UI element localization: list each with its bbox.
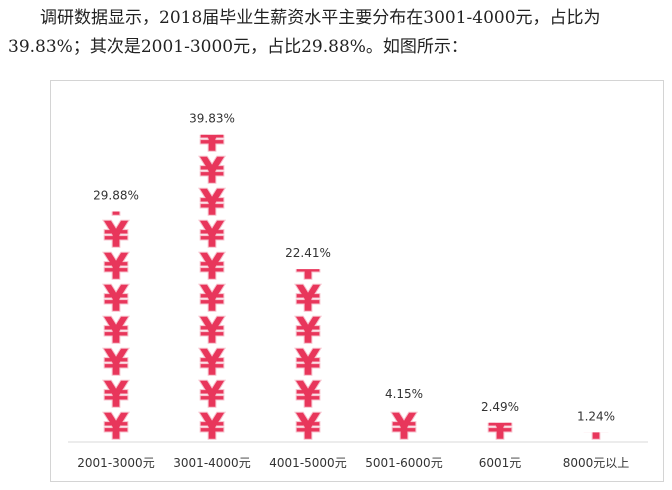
data-label: 39.83% xyxy=(189,112,235,126)
yen-icon: ¥ xyxy=(199,119,224,160)
bar-5: ¥¥ xyxy=(486,407,513,448)
category-label: 3001-4000元 xyxy=(173,456,250,470)
category-label: 4001-5000元 xyxy=(269,456,346,470)
yen-icon: ¥ xyxy=(199,151,224,192)
yen-icon: ¥ xyxy=(103,311,128,352)
yen-icon: ¥ xyxy=(295,279,320,320)
data-label: 4.15% xyxy=(385,387,423,401)
yen-icon: ¥ xyxy=(487,407,512,448)
yen-icon: ¥ xyxy=(103,343,128,384)
yen-icon: ¥ xyxy=(199,343,224,384)
data-label: 2.49% xyxy=(481,400,519,414)
yen-icon: ¥ xyxy=(295,247,320,288)
yen-icon: ¥ xyxy=(103,407,128,448)
yen-icon: ¥ xyxy=(295,375,320,416)
data-label: 29.88% xyxy=(93,188,139,202)
yen-icon: ¥ xyxy=(103,183,128,224)
yen-icon: ¥ xyxy=(103,247,128,288)
data-label: 1.24% xyxy=(577,409,615,423)
yen-icon: ¥ xyxy=(391,407,416,448)
yen-icon: ¥ xyxy=(199,279,224,320)
bar-4: ¥¥ xyxy=(390,375,417,448)
yen-icon: ¥ xyxy=(199,407,224,448)
bar-3: ¥¥¥¥¥¥¥ xyxy=(294,247,321,448)
yen-icon: ¥ xyxy=(199,183,224,224)
yen-icon: ¥ xyxy=(103,215,128,256)
yen-icon: ¥ xyxy=(391,375,416,416)
category-label: 6001元 xyxy=(479,456,522,470)
data-label: 22.41% xyxy=(285,246,331,260)
yen-icon: ¥ xyxy=(103,375,128,416)
yen-icon: ¥ xyxy=(199,311,224,352)
bar-6: ¥¥ xyxy=(582,407,609,448)
chart-frame xyxy=(50,80,664,482)
yen-icon: ¥ xyxy=(295,407,320,448)
category-label: 2001-3000元 xyxy=(77,456,154,470)
bar-2: ¥¥¥¥¥¥¥¥¥¥¥ xyxy=(198,119,225,448)
yen-icon: ¥ xyxy=(103,279,128,320)
bar-1: ¥¥¥¥¥¥¥¥¥ xyxy=(102,151,129,448)
yen-icon: ¥ xyxy=(295,343,320,384)
yen-icon: ¥ xyxy=(199,375,224,416)
category-label: 8000元以上 xyxy=(563,456,630,470)
yen-icon: ¥ xyxy=(295,311,320,352)
yen-icon: ¥ xyxy=(199,215,224,256)
category-label: 5001-6000元 xyxy=(365,456,442,470)
intro-text: 调研数据显示，2018届毕业生薪资水平主要分布在3001-4000元，占比为39… xyxy=(8,8,601,57)
yen-icon: ¥ xyxy=(583,407,608,448)
yen-icon: ¥ xyxy=(103,151,128,192)
intro-paragraph: 调研数据显示，2018届毕业生薪资水平主要分布在3001-4000元，占比为39… xyxy=(8,4,664,62)
yen-icon: ¥ xyxy=(199,247,224,288)
